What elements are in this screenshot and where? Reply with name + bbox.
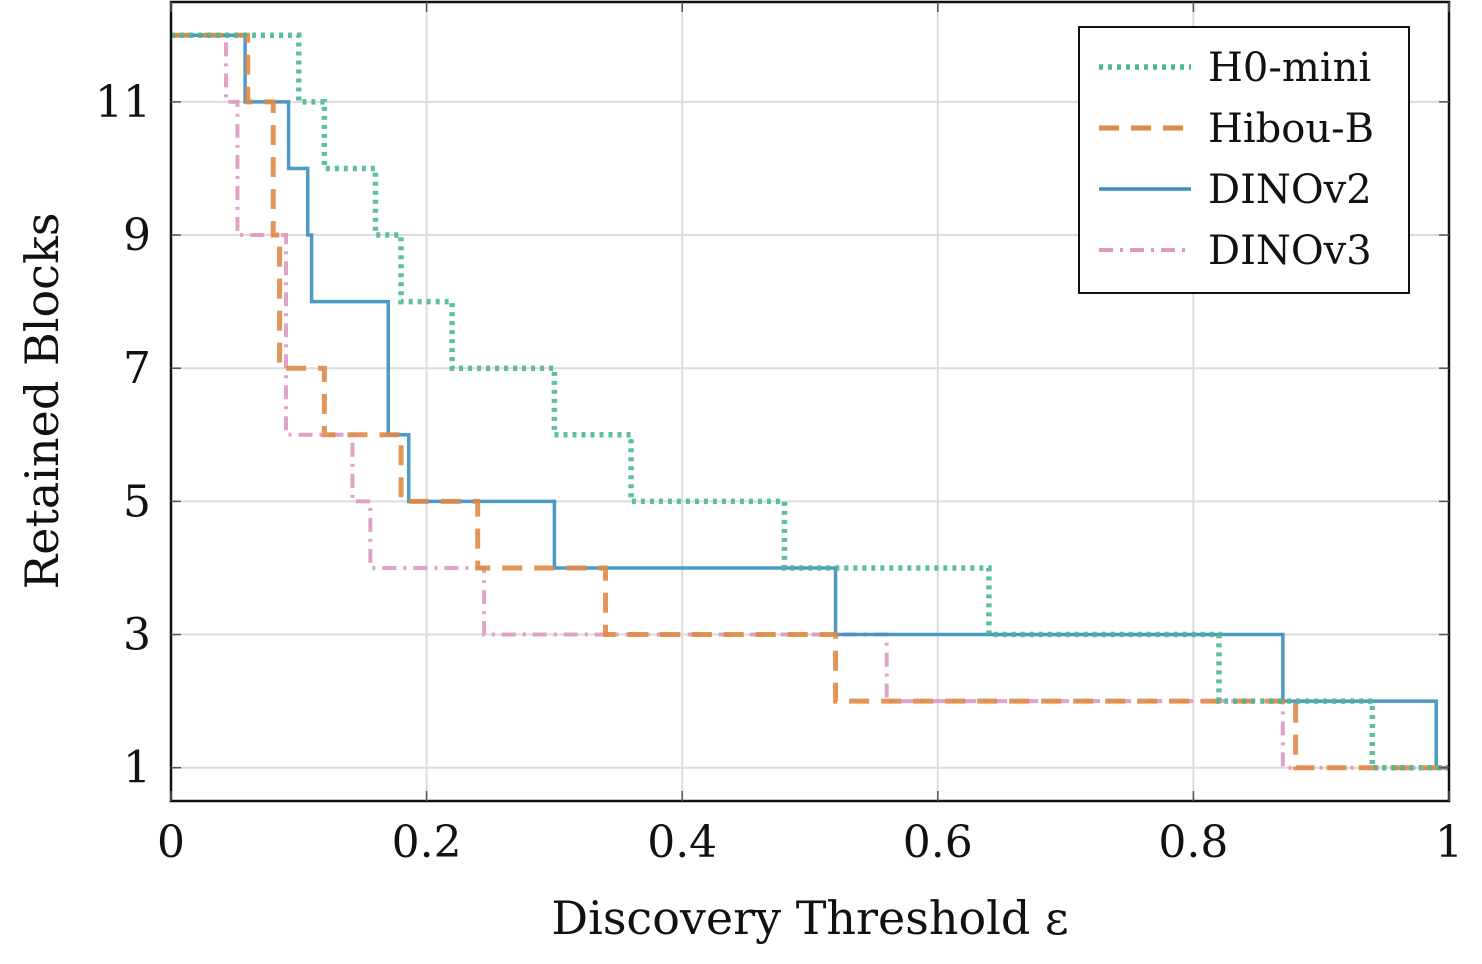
legend-label: H0-mini [1208, 45, 1371, 91]
y-tick-label: 5 [123, 476, 151, 527]
x-tick-label: 0.2 [392, 817, 462, 868]
series-line-hibou-b [171, 32, 1449, 771]
y-tick-label: 7 [123, 343, 151, 394]
y-tick-label: 9 [123, 210, 151, 261]
x-tick-label: 1 [1435, 817, 1463, 868]
legend-label: DINOv3 [1208, 228, 1372, 274]
x-tick-label: 0 [157, 817, 185, 868]
legend-label: Hibou-B [1208, 106, 1374, 152]
y-tick-label: 3 [123, 610, 151, 661]
legend-label: DINOv2 [1208, 167, 1372, 213]
y-axis-title: Retained Blocks [15, 213, 69, 590]
plot-frame [169, 0, 1451, 803]
x-axis-title: Discovery Threshold ε [551, 891, 1069, 945]
legend: H0-mini Hibou-B DINOv2 DINOv3 [1078, 26, 1410, 294]
series-line-h0-mini [171, 32, 1449, 771]
y-tick-label: 1 [123, 743, 151, 794]
series-lines [171, 32, 1449, 771]
y-tick-label: 11 [95, 77, 151, 128]
x-tick-label: 0.6 [903, 817, 973, 868]
x-tick-label: 0.8 [1158, 817, 1228, 868]
x-tick-label: 0.4 [647, 817, 717, 868]
